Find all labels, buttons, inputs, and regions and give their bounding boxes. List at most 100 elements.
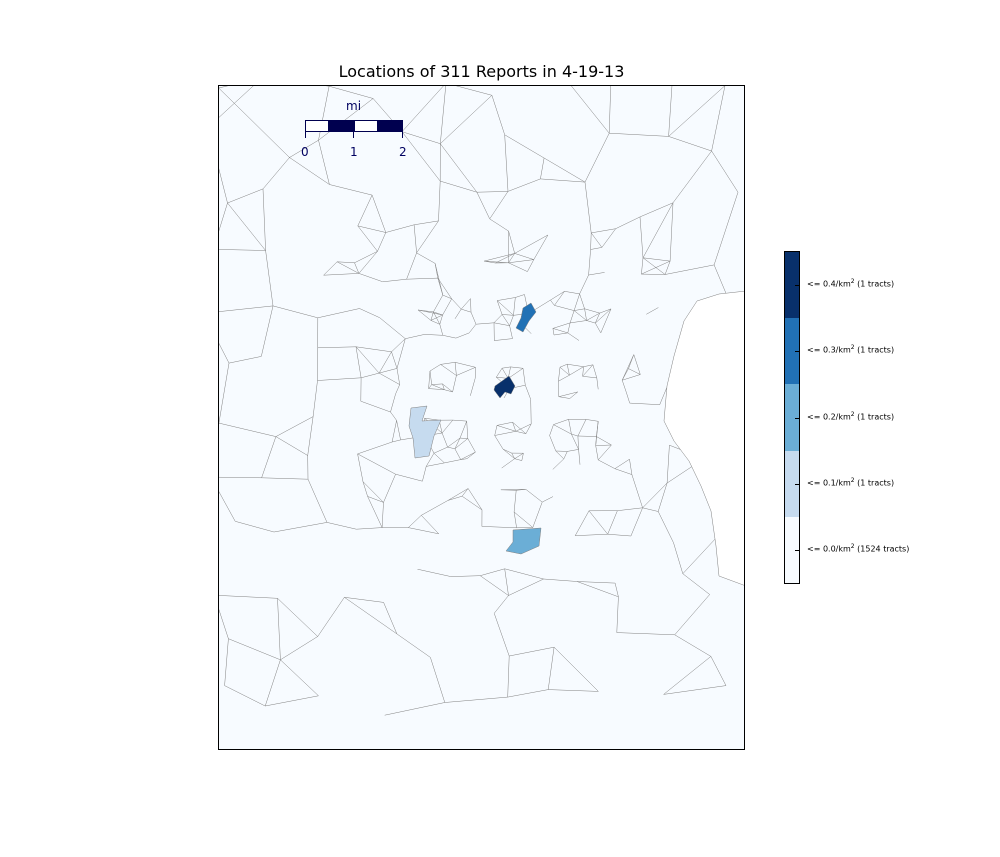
tract-boundary	[641, 260, 671, 275]
tract-boundary	[501, 458, 515, 469]
tract-boundary	[429, 370, 432, 385]
tract-boundary	[433, 453, 445, 464]
tract-boundary	[657, 482, 668, 512]
tract-boundary	[507, 178, 541, 192]
tract-boundary	[417, 568, 451, 577]
tract-boundary	[513, 511, 533, 528]
tract-boundary	[673, 542, 684, 574]
tract-boundary	[629, 459, 633, 475]
tract-boundary	[355, 346, 392, 353]
legend-label-4: <= 0.0/km2 (1524 tracts)	[807, 543, 909, 554]
tract-boundary	[408, 527, 439, 535]
tract-boundary	[433, 311, 441, 325]
tract-boundary	[502, 366, 511, 369]
scale-segment-2	[329, 120, 354, 132]
tract-boundary	[621, 368, 629, 381]
scale-segment-3	[354, 120, 378, 132]
tract-boundary	[379, 317, 406, 339]
tract-boundary	[401, 86, 444, 132]
tract-boundary	[663, 656, 712, 695]
tract-boundary	[577, 581, 619, 598]
tract-boundary	[599, 308, 612, 314]
tract-boundary	[425, 453, 435, 467]
tract-boundary	[553, 647, 599, 692]
tract-boundary	[595, 445, 599, 460]
tract-boundary	[582, 366, 584, 377]
tract-boundary	[401, 131, 441, 144]
tract-boundary	[219, 609, 229, 639]
tract-boundary	[496, 425, 516, 432]
tract-boundary	[559, 367, 570, 376]
tract-boundary	[577, 435, 597, 437]
tract-boundary	[354, 262, 360, 274]
tract-boundary	[607, 510, 618, 535]
tract-boundary	[450, 575, 481, 577]
tract-boundary	[642, 507, 659, 512]
tract-boundary	[431, 384, 445, 390]
tract-boundary	[508, 262, 528, 272]
tract-boundary	[514, 253, 534, 260]
scale-unit-label: mi	[346, 99, 362, 113]
tract-highlight-02[interactable]	[505, 527, 542, 555]
tract-boundary	[318, 140, 330, 185]
tract-boundary	[515, 294, 525, 298]
tract-boundary	[440, 180, 477, 193]
tract-boundary	[476, 192, 490, 220]
tract-boundary	[512, 422, 517, 432]
tract-boundary	[571, 433, 579, 450]
tract-boundary	[447, 488, 469, 501]
tract-boundary	[614, 458, 630, 469]
scale-tick-2	[402, 132, 403, 138]
legend-label-1: <= 0.3/km2 (1 tracts)	[807, 344, 894, 355]
tract-boundary	[588, 272, 605, 276]
tract-boundary	[481, 526, 517, 529]
tract-highlight-03[interactable]	[515, 302, 537, 333]
tract-highlight-01[interactable]	[408, 405, 442, 459]
tract-boundary	[543, 578, 578, 582]
tract-boundary	[588, 510, 608, 535]
tract-boundary	[454, 437, 461, 449]
tract-boundary	[552, 328, 555, 336]
tract-boundary	[358, 273, 383, 283]
tract-boundary	[513, 297, 516, 316]
tract-boundary	[507, 655, 510, 698]
tract-boundary	[525, 489, 543, 503]
tract-boundary	[421, 500, 449, 516]
tract-boundary	[552, 458, 564, 470]
legend-label-3: <= 0.1/km2 (1 tracts)	[807, 477, 894, 488]
tract-boundary	[669, 202, 674, 262]
tract-boundary	[596, 436, 612, 446]
tract-boundary	[674, 594, 710, 635]
tract-boundary	[550, 299, 555, 306]
tract-boundary	[461, 298, 471, 310]
tract-highlight-04[interactable]	[493, 375, 516, 399]
tract-boundary	[555, 450, 564, 460]
tract-boundary	[447, 437, 461, 448]
tract-boundary	[408, 515, 422, 528]
tract-boundary	[577, 435, 579, 450]
tract-boundary	[413, 224, 417, 253]
tract-boundary	[441, 432, 448, 448]
tract-boundary	[509, 646, 555, 657]
tract-boundary	[554, 305, 575, 311]
scale-segment-4	[378, 120, 403, 132]
tract-boundary	[527, 259, 535, 272]
tract-boundary	[228, 356, 262, 364]
tract-boundary	[547, 647, 555, 690]
tract-boundary	[631, 474, 643, 508]
tract-boundary	[440, 362, 456, 365]
tract-boundary	[357, 453, 396, 475]
tract-boundary	[219, 363, 230, 424]
tract-boundary	[514, 458, 522, 461]
tract-boundary	[323, 273, 359, 276]
tract-boundary	[430, 311, 434, 321]
tract-boundary	[272, 305, 318, 319]
tract-boundary	[508, 231, 515, 254]
tract-boundary	[317, 377, 362, 381]
map-area[interactable]: mi 0 1 2	[218, 85, 745, 750]
tract-boundary	[224, 638, 229, 686]
tract-boundary	[493, 322, 510, 326]
tract-boundary	[508, 368, 524, 379]
tract-boundary	[513, 490, 517, 513]
tract-boundary	[318, 86, 330, 141]
